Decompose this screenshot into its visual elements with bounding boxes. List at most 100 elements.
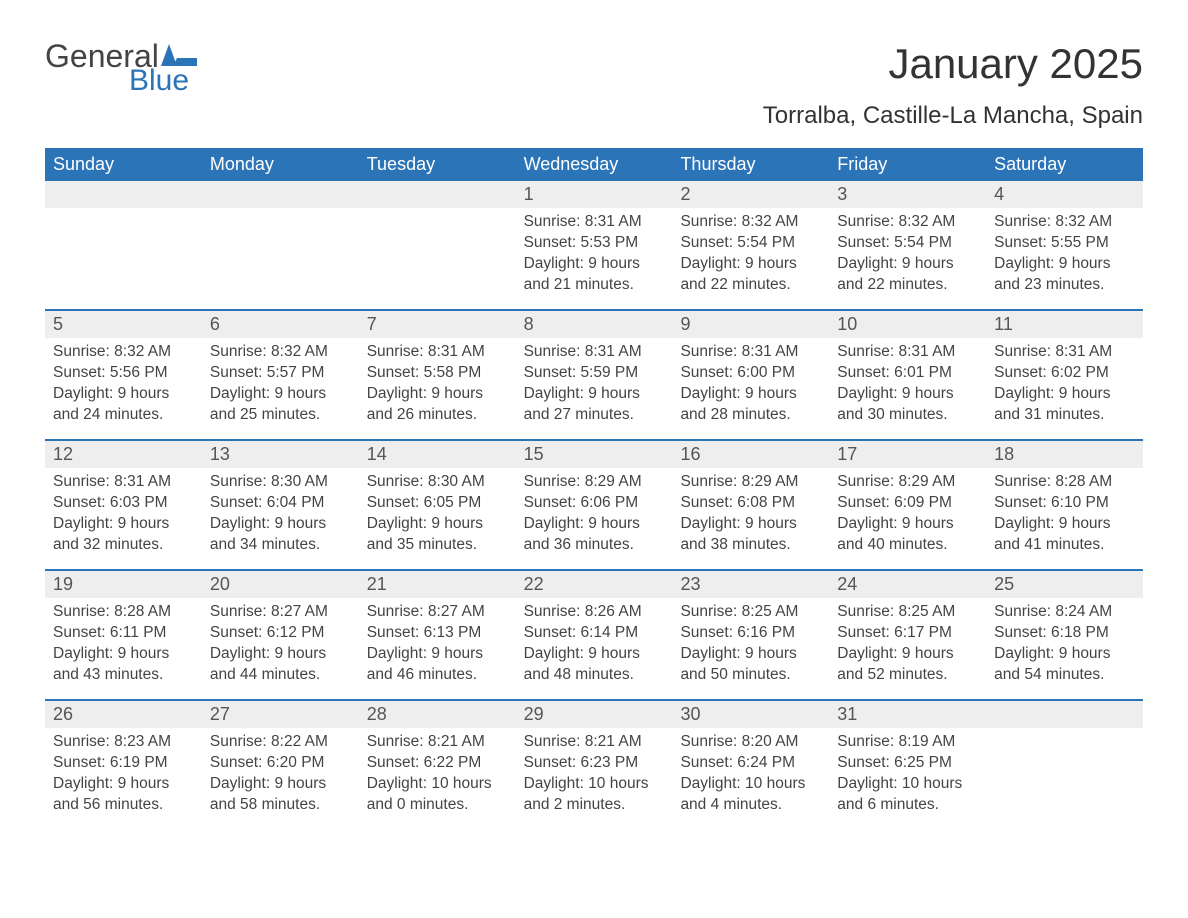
day-number: 23 (672, 571, 829, 598)
day-body: Sunrise: 8:19 AMSunset: 6:25 PMDaylight:… (829, 728, 986, 826)
day-cell: 1Sunrise: 8:31 AMSunset: 5:53 PMDaylight… (516, 181, 673, 309)
day-number: 15 (516, 441, 673, 468)
weekday-header: Friday (829, 148, 986, 181)
daylight-text: and 0 minutes. (367, 795, 508, 816)
sunrise-text: Sunrise: 8:30 AM (210, 472, 351, 493)
daylight-text: Daylight: 9 hours (210, 644, 351, 665)
sunrise-text: Sunrise: 8:22 AM (210, 732, 351, 753)
sunrise-text: Sunrise: 8:31 AM (524, 342, 665, 363)
weekday-header: Saturday (986, 148, 1143, 181)
sunset-text: Sunset: 6:03 PM (53, 493, 194, 514)
day-cell: 18Sunrise: 8:28 AMSunset: 6:10 PMDayligh… (986, 441, 1143, 569)
day-number: 11 (986, 311, 1143, 338)
day-body: Sunrise: 8:28 AMSunset: 6:11 PMDaylight:… (45, 598, 202, 696)
daylight-text: Daylight: 10 hours (837, 774, 978, 795)
sunset-text: Sunset: 6:04 PM (210, 493, 351, 514)
day-number: 26 (45, 701, 202, 728)
day-body: Sunrise: 8:25 AMSunset: 6:17 PMDaylight:… (829, 598, 986, 696)
empty-day-bar (45, 181, 202, 208)
day-cell: 19Sunrise: 8:28 AMSunset: 6:11 PMDayligh… (45, 571, 202, 699)
day-body: Sunrise: 8:32 AMSunset: 5:57 PMDaylight:… (202, 338, 359, 436)
empty-day-bar (359, 181, 516, 208)
day-number: 28 (359, 701, 516, 728)
sunrise-text: Sunrise: 8:32 AM (210, 342, 351, 363)
weekday-header-row: Sunday Monday Tuesday Wednesday Thursday… (45, 148, 1143, 181)
day-number: 19 (45, 571, 202, 598)
week-row: 19Sunrise: 8:28 AMSunset: 6:11 PMDayligh… (45, 569, 1143, 699)
header-row: General Blue January 2025 (45, 40, 1143, 96)
daylight-text: and 58 minutes. (210, 795, 351, 816)
sunrise-text: Sunrise: 8:32 AM (837, 212, 978, 233)
sunset-text: Sunset: 6:13 PM (367, 623, 508, 644)
week-row: 5Sunrise: 8:32 AMSunset: 5:56 PMDaylight… (45, 309, 1143, 439)
day-body: Sunrise: 8:29 AMSunset: 6:08 PMDaylight:… (672, 468, 829, 566)
daylight-text: Daylight: 9 hours (680, 254, 821, 275)
sunrise-text: Sunrise: 8:31 AM (994, 342, 1135, 363)
daylight-text: and 44 minutes. (210, 665, 351, 686)
day-body: Sunrise: 8:32 AMSunset: 5:54 PMDaylight:… (829, 208, 986, 306)
day-number: 5 (45, 311, 202, 338)
day-number: 13 (202, 441, 359, 468)
sunset-text: Sunset: 5:56 PM (53, 363, 194, 384)
daylight-text: and 4 minutes. (680, 795, 821, 816)
day-body: Sunrise: 8:23 AMSunset: 6:19 PMDaylight:… (45, 728, 202, 826)
daylight-text: and 54 minutes. (994, 665, 1135, 686)
daylight-text: Daylight: 9 hours (524, 644, 665, 665)
day-cell: 30Sunrise: 8:20 AMSunset: 6:24 PMDayligh… (672, 701, 829, 829)
daylight-text: Daylight: 9 hours (837, 254, 978, 275)
sunrise-text: Sunrise: 8:28 AM (994, 472, 1135, 493)
daylight-text: Daylight: 9 hours (210, 774, 351, 795)
weekday-header: Monday (202, 148, 359, 181)
sunset-text: Sunset: 6:22 PM (367, 753, 508, 774)
daylight-text: and 25 minutes. (210, 405, 351, 426)
day-body: Sunrise: 8:25 AMSunset: 6:16 PMDaylight:… (672, 598, 829, 696)
sunrise-text: Sunrise: 8:21 AM (524, 732, 665, 753)
page-title: January 2025 (888, 40, 1143, 88)
sunset-text: Sunset: 6:01 PM (837, 363, 978, 384)
day-cell: 4Sunrise: 8:32 AMSunset: 5:55 PMDaylight… (986, 181, 1143, 309)
daylight-text: Daylight: 9 hours (53, 384, 194, 405)
day-body: Sunrise: 8:22 AMSunset: 6:20 PMDaylight:… (202, 728, 359, 826)
sunset-text: Sunset: 6:11 PM (53, 623, 194, 644)
daylight-text: and 23 minutes. (994, 275, 1135, 296)
daylight-text: and 28 minutes. (680, 405, 821, 426)
sunset-text: Sunset: 6:20 PM (210, 753, 351, 774)
day-body: Sunrise: 8:26 AMSunset: 6:14 PMDaylight:… (516, 598, 673, 696)
sunrise-text: Sunrise: 8:23 AM (53, 732, 194, 753)
day-cell: 11Sunrise: 8:31 AMSunset: 6:02 PMDayligh… (986, 311, 1143, 439)
daylight-text: and 35 minutes. (367, 535, 508, 556)
weekday-header: Sunday (45, 148, 202, 181)
day-number: 1 (516, 181, 673, 208)
day-body: Sunrise: 8:31 AMSunset: 6:03 PMDaylight:… (45, 468, 202, 566)
empty-day-bar (202, 181, 359, 208)
day-number: 3 (829, 181, 986, 208)
day-cell: 24Sunrise: 8:25 AMSunset: 6:17 PMDayligh… (829, 571, 986, 699)
daylight-text: Daylight: 10 hours (367, 774, 508, 795)
sunset-text: Sunset: 5:54 PM (837, 233, 978, 254)
sunset-text: Sunset: 6:00 PM (680, 363, 821, 384)
sunrise-text: Sunrise: 8:26 AM (524, 602, 665, 623)
day-cell: 31Sunrise: 8:19 AMSunset: 6:25 PMDayligh… (829, 701, 986, 829)
sunrise-text: Sunrise: 8:28 AM (53, 602, 194, 623)
daylight-text: and 24 minutes. (53, 405, 194, 426)
sunrise-text: Sunrise: 8:31 AM (837, 342, 978, 363)
sunrise-text: Sunrise: 8:32 AM (53, 342, 194, 363)
daylight-text: Daylight: 9 hours (210, 384, 351, 405)
day-cell (202, 181, 359, 309)
day-cell: 13Sunrise: 8:30 AMSunset: 6:04 PMDayligh… (202, 441, 359, 569)
daylight-text: Daylight: 9 hours (837, 384, 978, 405)
daylight-text: and 2 minutes. (524, 795, 665, 816)
daylight-text: and 22 minutes. (837, 275, 978, 296)
sunset-text: Sunset: 6:24 PM (680, 753, 821, 774)
day-cell: 12Sunrise: 8:31 AMSunset: 6:03 PMDayligh… (45, 441, 202, 569)
day-body: Sunrise: 8:31 AMSunset: 5:58 PMDaylight:… (359, 338, 516, 436)
sunrise-text: Sunrise: 8:31 AM (680, 342, 821, 363)
day-body: Sunrise: 8:32 AMSunset: 5:55 PMDaylight:… (986, 208, 1143, 306)
day-body: Sunrise: 8:31 AMSunset: 6:02 PMDaylight:… (986, 338, 1143, 436)
daylight-text: Daylight: 9 hours (524, 384, 665, 405)
sunrise-text: Sunrise: 8:29 AM (680, 472, 821, 493)
daylight-text: Daylight: 9 hours (524, 514, 665, 535)
sunrise-text: Sunrise: 8:32 AM (994, 212, 1135, 233)
sunset-text: Sunset: 6:02 PM (994, 363, 1135, 384)
day-number: 22 (516, 571, 673, 598)
